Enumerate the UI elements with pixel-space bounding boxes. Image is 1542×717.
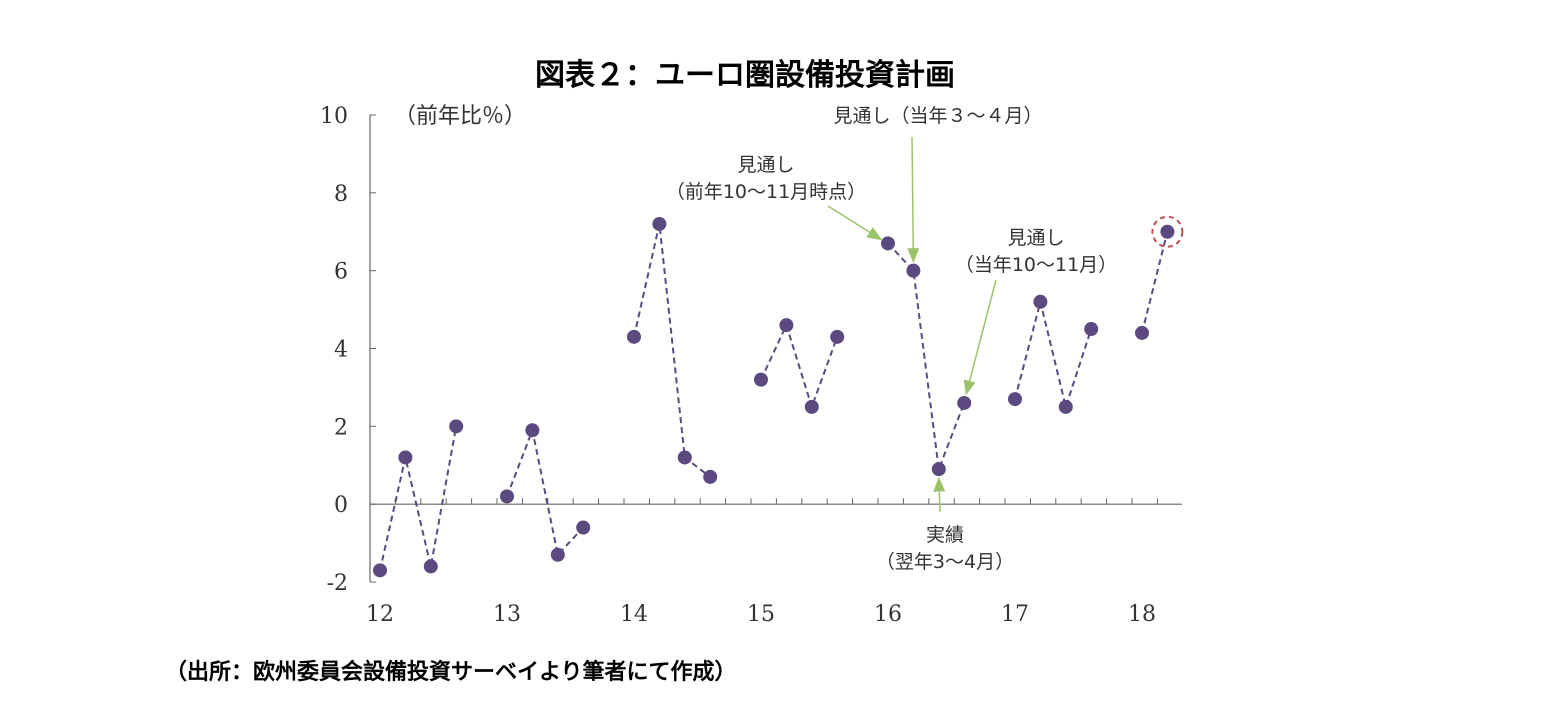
series-line-17 (1014, 301, 1093, 411)
data-point (525, 423, 540, 438)
x-tick-label: 17 (1001, 602, 1029, 627)
annotation-arrow (907, 136, 920, 264)
data-point (1084, 322, 1099, 337)
data-point (1033, 294, 1048, 309)
x-tick-label: 13 (493, 602, 521, 627)
annotation-text: 見通し (737, 154, 794, 176)
x-tick-label: 14 (620, 602, 648, 627)
annotation-mar-apr: 見通し（当年３〜４月） (833, 105, 1043, 264)
annotation-text: （翌年3〜4月） (876, 551, 1014, 573)
data-point (703, 469, 718, 484)
y-tick-label: 6 (334, 260, 348, 285)
data-point (931, 462, 946, 477)
data-point (779, 318, 794, 333)
data-point (677, 450, 692, 465)
data-point (804, 399, 819, 414)
chart-title: 図表２：ユーロ圏設備投資計画 (535, 58, 955, 93)
y-tick-label: 0 (334, 493, 348, 518)
y-tick-label: -2 (327, 571, 348, 596)
axes: 10 8 6 4 2 0 -2 12 13 14 15 16 17 18 (320, 104, 1182, 627)
annotation-text: 見通し（当年３〜４月） (833, 105, 1042, 127)
y-tick-label: 2 (334, 415, 348, 440)
annotation-prev-year: 見通し （前年10〜11月時点） (666, 154, 883, 241)
data-point (550, 547, 565, 562)
data-point (1160, 224, 1175, 239)
x-tick-label: 12 (366, 602, 394, 627)
x-tick-label: 16 (874, 602, 902, 627)
series-line-13 (506, 426, 584, 557)
annotation-text: （当年10〜11月） (955, 254, 1117, 276)
highlight-circle (1151, 215, 1184, 248)
annotation-text: 見通し (1007, 227, 1064, 249)
data-point (627, 329, 641, 344)
y-tick-label: 8 (334, 182, 348, 207)
series-line-15 (760, 322, 839, 411)
annotation-text: 実績 (926, 524, 964, 546)
data-point (398, 450, 413, 465)
series-line-18 (1141, 231, 1169, 334)
y-axis-label: （前年比％） (394, 104, 526, 129)
data-point (881, 236, 895, 251)
annotation-text: （前年10〜11月時点） (666, 181, 866, 203)
data-point (652, 216, 667, 231)
annotations: 見通し （前年10〜11月時点） 見通し（当年３〜４月） 見通し （当年10〜11月） 実… (666, 105, 1117, 573)
x-tick-label: 15 (747, 602, 775, 627)
data-point (576, 520, 591, 535)
y-tick-label: 10 (320, 104, 348, 129)
data-point (423, 559, 438, 574)
x-tick-label: 18 (1128, 602, 1156, 627)
source-note: （出所：欧州委員会設備投資サーベイより筆者にて作成） (165, 660, 737, 685)
annotation-actual: 実績 （翌年3〜4月） (876, 476, 1014, 573)
series-line-16 (887, 242, 966, 470)
y-tick-label: 4 (334, 338, 348, 363)
data-point (906, 263, 921, 278)
data-point (449, 419, 464, 434)
annotation-arrow (827, 205, 883, 241)
data-point (1008, 392, 1022, 407)
annotation-arrow (963, 279, 997, 396)
data-point (373, 563, 387, 578)
series-line-12 (379, 426, 458, 571)
series-line-14 (633, 223, 711, 478)
annotation-oct-nov: 見通し （当年10〜11月） (955, 227, 1117, 396)
data-point (1135, 325, 1149, 340)
data-point (957, 395, 972, 410)
series (373, 215, 1184, 578)
data-point (500, 489, 514, 504)
annotation-arrow (933, 476, 946, 513)
data-point (1058, 399, 1073, 414)
data-point (754, 372, 768, 387)
data-point (830, 329, 845, 344)
